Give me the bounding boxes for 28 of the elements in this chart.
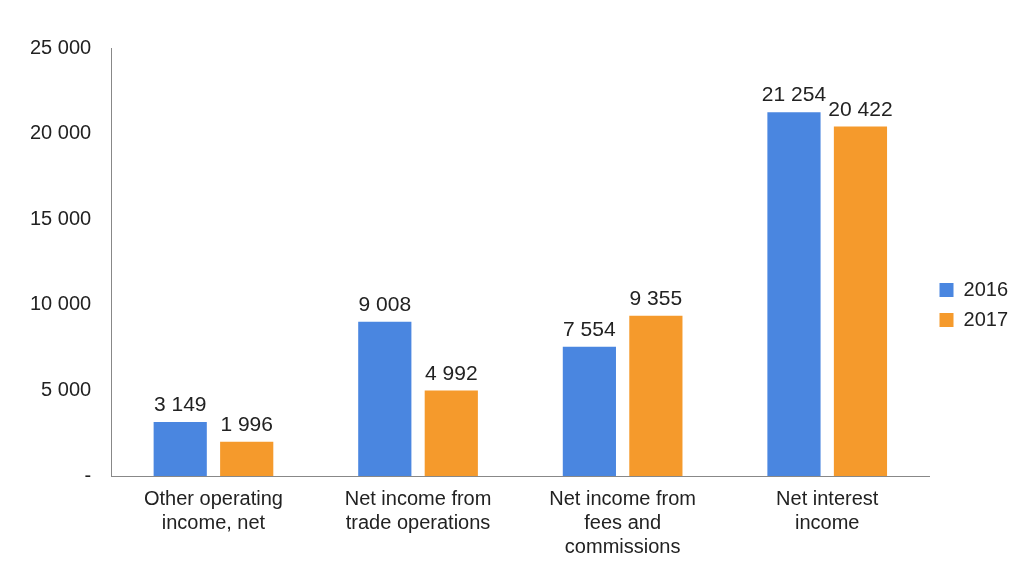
x-tick-label: Net interest income (776, 486, 879, 533)
bar (833, 126, 888, 476)
bar (767, 112, 821, 476)
bar (629, 315, 683, 476)
data-label: 9 355 (629, 286, 683, 310)
data-label: 20 422 (828, 96, 893, 120)
legend-label: 2017 (963, 307, 1009, 330)
bar (562, 346, 616, 476)
y-tick-label: 20 000 (30, 121, 92, 144)
data-label: 3 149 (153, 392, 207, 416)
y-tick-label: 15 000 (30, 206, 92, 229)
x-tick-label: Net income from trade operations (344, 486, 492, 533)
x-tick-label: Other operating income, net (143, 486, 283, 533)
bar (358, 321, 412, 476)
x-tick-label: Net income from fees and commissions (549, 486, 696, 557)
y-tick-label: 5 000 (41, 377, 92, 400)
y-tick-label: 25 000 (30, 35, 92, 58)
data-label: 9 008 (358, 292, 412, 316)
bar (220, 441, 274, 476)
legend-label: 2016 (963, 277, 1009, 300)
data-label: 21 254 (761, 82, 827, 106)
y-tick-label: 10 000 (30, 292, 92, 315)
data-label: 1 996 (220, 412, 273, 436)
bar (153, 422, 207, 476)
bar (424, 390, 478, 476)
y-tick-label: - (84, 463, 92, 486)
data-label: 4 992 (425, 360, 478, 384)
data-label: 7 554 (563, 316, 616, 340)
